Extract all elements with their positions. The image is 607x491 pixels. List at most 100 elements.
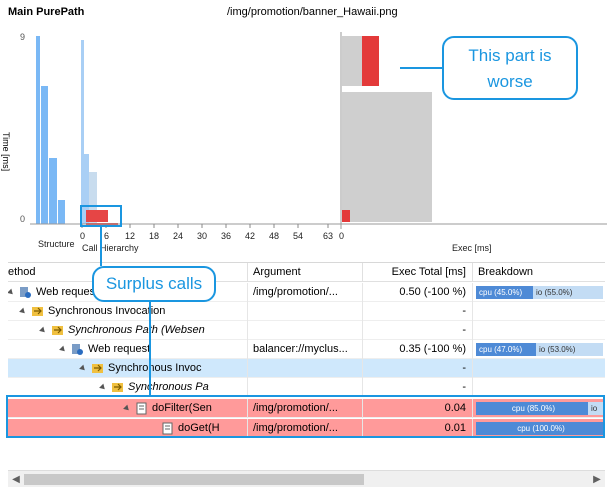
table-row-surplus[interactable]: doFilter(Sen /img/promotion/... 0.04 cpu… (8, 399, 605, 418)
column-header-breakdown[interactable]: Breakdown (478, 266, 534, 278)
call-tick-label: 42 (245, 231, 256, 241)
exec-bar-red-top (362, 36, 379, 86)
structure-bar-2 (41, 86, 48, 224)
method-label: Synchronous Invoc (108, 362, 202, 374)
call-tick-label: 36 (221, 231, 232, 241)
column-header-exec-total[interactable]: Exec Total [ms] (363, 263, 473, 282)
page-title: Main PurePath (8, 6, 85, 18)
call-tick-label: 48 (269, 231, 280, 241)
scrollbar-thumb[interactable] (24, 474, 364, 485)
exec-total-value: 0.35 (-100 %) (363, 340, 473, 359)
sync-invocation-icon (32, 306, 43, 316)
method-label: Web reques (36, 286, 96, 298)
exec-axis-label: Exec [ms] (452, 243, 492, 253)
horizontal-scrollbar[interactable]: ◀ ▶ (8, 470, 605, 487)
breakdown-cell: cpu (100.0%) (473, 419, 605, 438)
breakdown-cell (473, 359, 605, 378)
scroll-right-icon[interactable]: ▶ (593, 474, 601, 485)
web-request-icon (20, 286, 31, 298)
argument-value: /img/promotion/... (248, 283, 363, 302)
method-label: Synchronous Invocation (48, 305, 166, 317)
scroll-left-icon[interactable]: ◀ (12, 474, 20, 485)
exec-total-value: - (363, 321, 473, 340)
exec-bar-grey-top (342, 36, 362, 86)
table-row[interactable]: Synchronous Invocation - (8, 302, 605, 321)
call-bar-1 (81, 40, 84, 224)
timing-chart: Time [ms] 0 9 0 6 12 18 24 30 36 42 48 5… (0, 24, 607, 260)
call-tick-label: 54 (293, 231, 304, 241)
column-header-argument[interactable]: Argument (248, 263, 363, 282)
argument-value (248, 321, 363, 340)
argument-value (248, 378, 363, 397)
sync-path-icon (112, 382, 123, 392)
exec-total-value: 0.01 (363, 419, 473, 438)
web-request-icon (72, 343, 83, 355)
breakdown-cell: cpu (85.0%) io (473, 399, 605, 418)
argument-value: balancer://myclus... (248, 340, 363, 359)
exec-total-value: - (363, 302, 473, 321)
structure-bar-4 (58, 200, 65, 224)
structure-bar-1 (36, 36, 40, 224)
argument-value: /img/promotion/... (248, 399, 363, 418)
cpu-bar: cpu (47.0%) (476, 343, 536, 356)
surplus-rows-highlight (6, 395, 605, 438)
y-tick: 9 (20, 32, 26, 42)
surplus-calls-highlight (80, 205, 122, 227)
io-bar: io (53.0%) (536, 343, 603, 356)
callout-worse: This part is worse (442, 36, 578, 100)
cpu-bar: cpu (85.0%) (476, 402, 588, 415)
table-row[interactable]: Web request balancer://myclus... 0.35 (-… (8, 340, 605, 359)
breakdown-cell: cpu (47.0%) io (53.0%) (473, 340, 605, 359)
table-row[interactable]: Web reques /img/promotion/... 0.50 (-100… (8, 283, 605, 302)
breakdown-cell: cpu (45.0%) io (55.0%) (473, 283, 605, 302)
call-hierarchy-axis-label: Call Hierarchy (82, 243, 139, 253)
breakdown-cell (473, 321, 605, 340)
structure-bar-3 (49, 158, 57, 224)
exec-bar-grey-main (342, 92, 432, 222)
method-label: Synchronous Pa (128, 381, 209, 393)
method-label: doFilter(Sen (152, 402, 212, 414)
call-tick-label: 63 (323, 231, 334, 241)
exec-total-value: 0.50 (-100 %) (363, 283, 473, 302)
call-tick-label: 30 (197, 231, 208, 241)
method-label: doGet(H (178, 422, 220, 434)
argument-value: /img/promotion/... (248, 419, 363, 438)
exec-bar-red-bottom (342, 210, 350, 222)
method-icon (162, 422, 173, 435)
call-tick-label: 12 (125, 231, 136, 241)
expand-icon[interactable] (39, 326, 47, 334)
expand-icon[interactable] (59, 345, 67, 353)
method-label: Web request (88, 343, 151, 355)
io-bar: io (588, 402, 603, 415)
call-bar-3 (89, 172, 97, 224)
call-bar-2 (84, 154, 89, 224)
expand-icon[interactable] (19, 307, 27, 315)
argument-value (248, 359, 363, 378)
table-row-selected[interactable]: Synchronous Invoc - (8, 359, 605, 378)
chart-canvas (30, 32, 607, 229)
exec-tick-label: 0 (339, 231, 345, 241)
purepath-url: /img/promotion/banner_Hawaii.png (227, 6, 398, 18)
call-tick-label: 18 (149, 231, 160, 241)
structure-axis-label: Structure (38, 239, 75, 249)
cpu-bar: cpu (45.0%) (476, 286, 533, 299)
method-icon (136, 402, 147, 415)
exec-total-value: - (363, 378, 473, 397)
expand-icon[interactable] (8, 288, 15, 296)
breakdown-cell (473, 302, 605, 321)
table-row[interactable]: Synchronous Path (Websen - (8, 321, 605, 340)
expand-icon[interactable] (79, 364, 87, 372)
exec-total-value: - (363, 359, 473, 378)
call-tick-label: 6 (104, 231, 110, 241)
callout-surplus-calls: Surplus calls (92, 266, 216, 302)
expand-icon[interactable] (99, 383, 107, 391)
sync-path-icon (52, 325, 63, 335)
io-bar: io (55.0%) (533, 286, 603, 299)
y-axis-label: Time [ms] (1, 132, 11, 172)
call-bar-red (86, 210, 108, 222)
exec-total-value: 0.04 (363, 399, 473, 418)
call-tick-label: 0 (80, 231, 86, 241)
column-header-method[interactable]: ethod (8, 263, 248, 282)
cpu-bar: cpu (100.0%) (476, 422, 603, 435)
call-tick-label: 24 (173, 231, 184, 241)
